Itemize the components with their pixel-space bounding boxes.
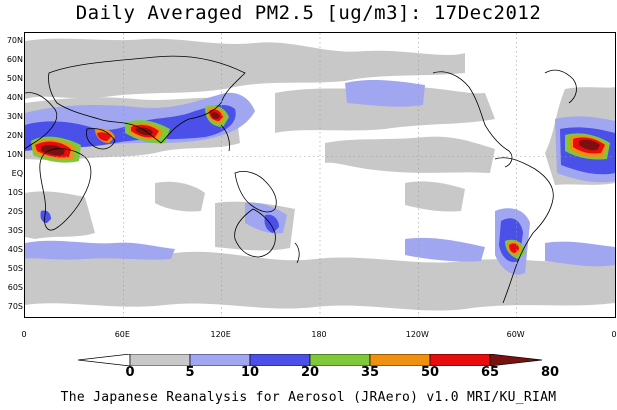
colorbar-tick-label: 10 bbox=[240, 365, 260, 380]
colorbar-left-arrow bbox=[78, 354, 131, 366]
lat-label: 50S bbox=[7, 263, 23, 273]
lat-label: 60N bbox=[6, 55, 23, 65]
lon-label: 180 bbox=[311, 330, 327, 339]
lat-label: 30N bbox=[6, 112, 23, 122]
lat-label: 10N bbox=[6, 150, 23, 160]
map-title: Daily Averaged PM2.5 [ug/m3]: 17Dec2012 bbox=[75, 2, 542, 24]
colorbar-tick-label: 50 bbox=[420, 365, 440, 380]
lon-label: 60E bbox=[114, 330, 130, 339]
lat-label: 70N bbox=[6, 36, 23, 46]
pm25-map bbox=[24, 32, 616, 318]
lat-label: 30S bbox=[7, 225, 23, 235]
colorbar-right-arrow bbox=[489, 354, 543, 366]
colorbar-tick-label: 80 bbox=[540, 365, 560, 380]
colorbar bbox=[78, 354, 543, 366]
lon-label: 0 bbox=[611, 330, 617, 339]
lat-label: 60S bbox=[7, 282, 23, 292]
lat-label: 10S bbox=[7, 187, 23, 197]
lat-label: 20S bbox=[7, 206, 23, 216]
lat-label: 50N bbox=[6, 74, 23, 84]
level-80-plus-regions bbox=[41, 112, 600, 156]
colorbar-cell bbox=[129, 354, 191, 366]
colorbar-tick-label: 5 bbox=[185, 365, 195, 380]
colorbar-tick-label: 0 bbox=[125, 365, 135, 380]
lon-label: 60W bbox=[506, 330, 525, 339]
lat-label: 40S bbox=[7, 244, 23, 254]
lat-label: EQ bbox=[11, 169, 23, 178]
lat-label: 70S bbox=[7, 301, 23, 311]
colorbar-tick-label: 35 bbox=[360, 365, 380, 380]
lat-label: 40N bbox=[6, 93, 23, 103]
graticule bbox=[25, 33, 615, 317]
lon-label: 120W bbox=[405, 330, 429, 339]
footer-credit: The Japanese Reanalysis for Aerosol (JRA… bbox=[60, 390, 557, 405]
colorbar-tick-label: 20 bbox=[300, 365, 320, 380]
lat-label: 20N bbox=[6, 131, 23, 141]
colorbar-tick-label: 65 bbox=[480, 365, 500, 380]
lon-label: 120E bbox=[210, 330, 231, 339]
lon-label: 0 bbox=[21, 330, 27, 339]
